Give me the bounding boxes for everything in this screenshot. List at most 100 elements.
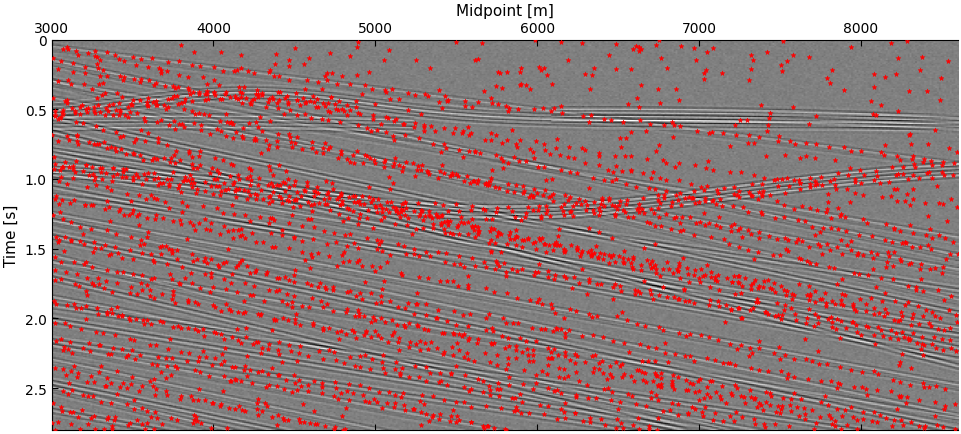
- Point: [730, 187, 746, 194]
- Point: [411, 374, 427, 381]
- Point: [518, 338, 533, 345]
- Point: [409, 323, 425, 330]
- Point: [544, 82, 559, 89]
- Point: [70, 413, 86, 420]
- Point: [483, 247, 499, 254]
- Point: [63, 237, 79, 243]
- Point: [190, 301, 206, 308]
- Point: [259, 346, 275, 353]
- Point: [742, 307, 757, 314]
- Point: [583, 253, 599, 260]
- Point: [92, 109, 108, 116]
- Point: [373, 122, 388, 128]
- Point: [819, 206, 834, 213]
- Point: [366, 396, 382, 403]
- Point: [519, 346, 534, 353]
- Point: [420, 275, 435, 282]
- Point: [654, 327, 670, 334]
- Point: [139, 234, 155, 241]
- Point: [162, 271, 178, 278]
- Point: [193, 420, 209, 427]
- Point: [568, 393, 583, 400]
- Point: [361, 194, 377, 201]
- Point: [55, 217, 70, 224]
- Point: [185, 397, 201, 404]
- Point: [281, 63, 296, 70]
- Point: [246, 283, 261, 290]
- Point: [539, 355, 554, 362]
- Point: [852, 332, 868, 339]
- Point: [360, 398, 376, 405]
- Point: [630, 367, 646, 374]
- Point: [335, 108, 351, 115]
- Point: [836, 144, 851, 151]
- Point: [80, 184, 95, 191]
- Point: [512, 82, 528, 89]
- Point: [389, 322, 405, 329]
- Point: [146, 275, 161, 282]
- Point: [738, 117, 753, 124]
- Point: [412, 211, 428, 218]
- Point: [449, 40, 464, 47]
- Point: [899, 394, 914, 401]
- Point: [77, 64, 92, 71]
- Point: [489, 260, 505, 267]
- Point: [251, 175, 266, 182]
- Point: [411, 274, 427, 281]
- Point: [895, 171, 910, 178]
- Point: [734, 413, 750, 420]
- Point: [677, 353, 692, 360]
- Point: [597, 421, 612, 428]
- Point: [760, 368, 776, 375]
- Point: [553, 405, 568, 412]
- Point: [330, 329, 345, 335]
- Point: [915, 156, 930, 163]
- Point: [400, 215, 415, 222]
- Point: [723, 389, 738, 396]
- Point: [478, 137, 493, 144]
- Point: [912, 276, 927, 283]
- Point: [185, 420, 201, 427]
- Point: [886, 249, 901, 256]
- Point: [86, 54, 102, 61]
- Point: [801, 121, 816, 128]
- Point: [514, 398, 530, 405]
- Point: [152, 180, 167, 187]
- Point: [478, 180, 493, 187]
- Point: [498, 103, 513, 110]
- Point: [704, 378, 720, 385]
- Point: [310, 105, 326, 112]
- Point: [531, 65, 547, 72]
- Point: [889, 154, 904, 161]
- Point: [536, 241, 552, 248]
- Point: [745, 172, 760, 179]
- Point: [320, 108, 335, 115]
- Point: [574, 40, 589, 47]
- Point: [918, 170, 933, 177]
- Point: [910, 303, 925, 310]
- Point: [615, 207, 630, 214]
- Point: [779, 248, 795, 255]
- Point: [382, 174, 397, 181]
- Point: [914, 352, 929, 358]
- Point: [65, 61, 81, 68]
- Point: [885, 376, 900, 383]
- Point: [63, 81, 79, 88]
- Point: [929, 326, 945, 333]
- Point: [451, 331, 466, 338]
- Point: [549, 326, 564, 333]
- Point: [114, 313, 130, 320]
- Point: [886, 298, 901, 305]
- Point: [568, 200, 583, 207]
- Point: [769, 176, 784, 183]
- Point: [376, 278, 391, 285]
- Point: [361, 184, 377, 191]
- Point: [901, 335, 917, 342]
- Point: [632, 46, 648, 53]
- Point: [239, 175, 255, 182]
- Point: [275, 414, 290, 421]
- Point: [581, 86, 597, 93]
- Point: [122, 316, 137, 323]
- Point: [885, 226, 900, 233]
- Point: [553, 168, 568, 174]
